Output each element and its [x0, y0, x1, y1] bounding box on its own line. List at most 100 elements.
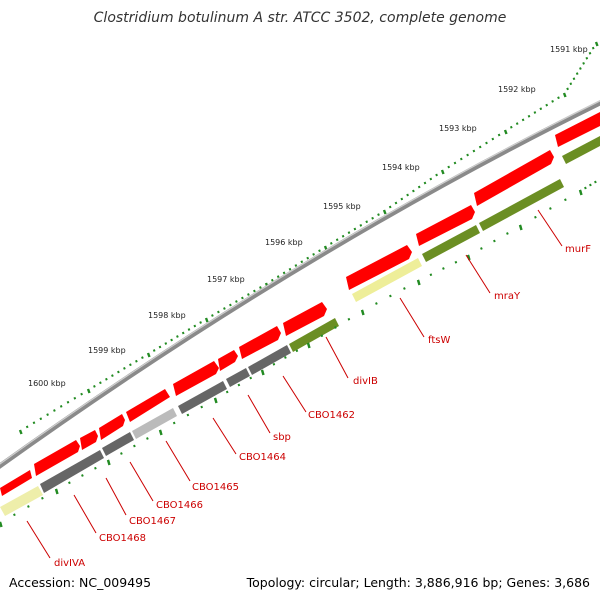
gene-arrow[interactable]: [239, 326, 281, 359]
minor-tick: [371, 216, 374, 220]
inner-tick: [454, 260, 458, 264]
minor-tick: [288, 267, 292, 271]
minor-tick: [53, 409, 56, 412]
inner-tick: [320, 334, 324, 338]
cds-block[interactable]: [422, 225, 480, 262]
inner-major-tick: [213, 397, 218, 404]
inner-tick: [172, 421, 176, 425]
cds-block[interactable]: [248, 345, 291, 375]
major-tick: [594, 41, 599, 47]
major-tick: [204, 317, 209, 323]
gene-labels: murF mraY ftsW divIB CBO1462 sbp CBO1464 CBO146…: [26, 209, 591, 569]
gene-label[interactable]: divIB: [353, 376, 378, 387]
cds-block[interactable]: [226, 368, 250, 387]
minor-tick: [158, 345, 162, 349]
cds-block[interactable]: [40, 450, 104, 493]
major-tick: [382, 209, 387, 215]
gene-label[interactable]: divIVA: [54, 558, 85, 569]
gene-arrow[interactable]: [80, 430, 98, 450]
cds-block[interactable]: [352, 258, 422, 302]
inner-tick: [200, 405, 204, 409]
minor-tick: [270, 278, 274, 282]
cds-block[interactable]: [562, 136, 600, 164]
gene-arrow[interactable]: [474, 150, 554, 206]
gene-arrow[interactable]: [555, 112, 600, 147]
minor-ticks: [25, 46, 595, 429]
tick-label: 1592 kbp: [498, 85, 536, 94]
minor-tick: [453, 161, 457, 165]
gene-label[interactable]: CBO1465: [192, 482, 239, 493]
minor-tick: [515, 122, 519, 125]
inner-tick: [13, 513, 16, 517]
minor-tick: [73, 396, 77, 400]
inner-ticks: [0, 180, 597, 528]
minor-tick: [129, 363, 132, 367]
gene-arrow[interactable]: [173, 361, 219, 396]
gene-arrow[interactable]: [416, 205, 475, 246]
gene-label[interactable]: CBO1462: [308, 410, 355, 421]
gene-leader-line: [212, 417, 237, 455]
cds-track: [0, 136, 600, 516]
gene-label[interactable]: murF: [565, 244, 591, 255]
cds-block[interactable]: [102, 432, 134, 456]
gene-label[interactable]: CBO1468: [99, 533, 146, 544]
minor-tick: [579, 67, 582, 70]
cds-block[interactable]: [479, 179, 564, 231]
gene-arrow[interactable]: [99, 414, 125, 440]
genome-backbone-highlight: [0, 100, 600, 465]
gene-arrow[interactable]: [34, 440, 80, 476]
minor-tick: [478, 145, 482, 149]
minor-tick: [176, 335, 179, 338]
cds-block[interactable]: [289, 318, 339, 352]
inner-major-tick: [578, 189, 583, 196]
minor-tick: [423, 181, 427, 185]
cds-block[interactable]: [132, 408, 177, 439]
gene-label[interactable]: CBO1466: [156, 500, 203, 511]
minor-tick: [472, 149, 476, 153]
gene-label[interactable]: CBO1464: [239, 452, 286, 463]
minor-tick: [241, 296, 244, 300]
gene-arrow[interactable]: [283, 302, 327, 336]
gene-label[interactable]: CBO1467: [129, 516, 176, 527]
inner-tick: [594, 180, 597, 184]
gene-arrow[interactable]: [0, 470, 32, 496]
minor-tick: [193, 324, 197, 328]
gene-arrow[interactable]: [346, 245, 412, 290]
inner-tick: [375, 302, 378, 305]
inner-tick: [133, 444, 136, 448]
minor-tick: [39, 417, 43, 421]
inner-tick: [429, 273, 433, 277]
gene-label[interactable]: ftsW: [428, 335, 450, 346]
minor-tick: [93, 385, 96, 388]
minor-tick: [569, 82, 573, 86]
minor-tick: [545, 103, 549, 107]
inner-major-tick: [306, 342, 311, 349]
major-tick: [86, 388, 91, 394]
minor-tick: [282, 271, 286, 275]
gene-leader-line: [73, 494, 97, 534]
gene-label[interactable]: mraY: [494, 291, 521, 302]
inner-major-tick: [106, 459, 111, 466]
inner-tick: [186, 413, 190, 417]
minor-tick: [406, 193, 409, 197]
minor-tick: [152, 349, 156, 352]
inner-tick: [589, 183, 592, 187]
inner-major-tick: [0, 521, 3, 528]
minor-tick: [117, 370, 120, 374]
minor-tick: [25, 425, 29, 429]
inner-tick: [68, 481, 71, 485]
minor-tick: [341, 234, 345, 238]
gene-arrow[interactable]: [218, 350, 238, 371]
inner-tick: [549, 207, 552, 210]
gene-arrow[interactable]: [126, 389, 170, 422]
inner-tick: [94, 466, 97, 470]
cds-block[interactable]: [0, 486, 43, 516]
gene-label[interactable]: sbp: [273, 432, 291, 443]
minor-tick: [294, 264, 298, 267]
inner-tick: [347, 317, 351, 321]
inner-major-tick: [360, 309, 365, 316]
minor-tick: [359, 224, 363, 227]
major-tick: [562, 92, 567, 98]
minor-tick: [551, 100, 554, 103]
cds-block[interactable]: [178, 381, 227, 414]
